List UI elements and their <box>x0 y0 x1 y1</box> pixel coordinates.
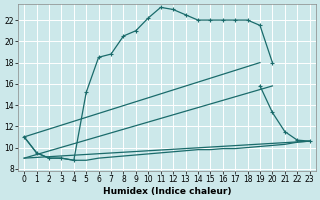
X-axis label: Humidex (Indice chaleur): Humidex (Indice chaleur) <box>103 187 231 196</box>
